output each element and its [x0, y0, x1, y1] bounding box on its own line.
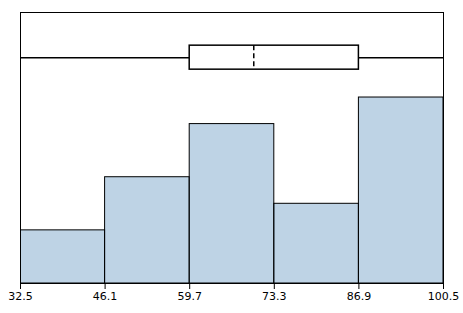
svg-text:100.5: 100.5 — [428, 290, 460, 303]
svg-text:32.5: 32.5 — [8, 290, 33, 303]
svg-text:59.7: 59.7 — [177, 290, 202, 303]
svg-text:46.1: 46.1 — [93, 290, 118, 303]
svg-text:73.3: 73.3 — [262, 290, 287, 303]
svg-text:86.9: 86.9 — [347, 290, 372, 303]
